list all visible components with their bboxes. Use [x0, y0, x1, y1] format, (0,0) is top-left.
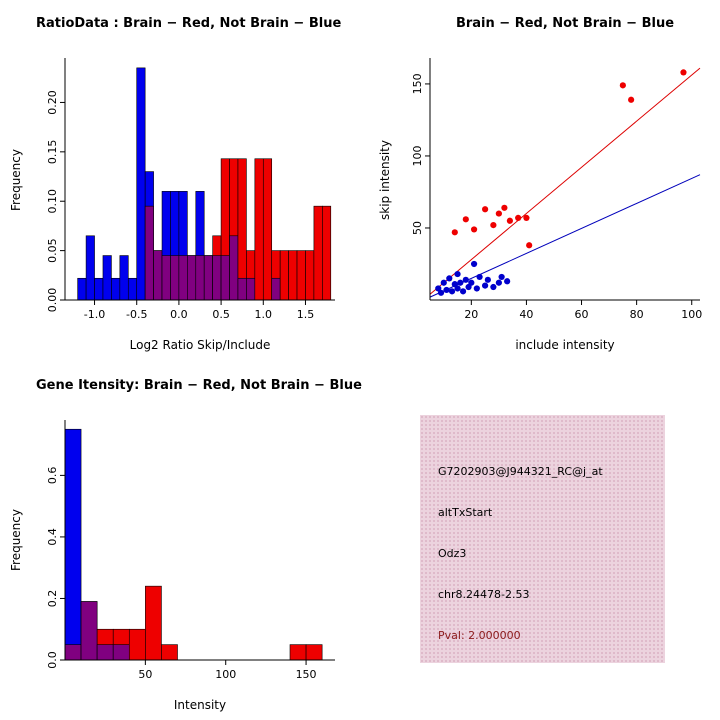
svg-text:60: 60	[575, 308, 589, 321]
svg-text:-1.0: -1.0	[84, 308, 105, 321]
svg-text:0.0: 0.0	[46, 651, 59, 669]
svg-text:0.0: 0.0	[170, 308, 188, 321]
svg-text:1.5: 1.5	[297, 308, 315, 321]
locus-text: chr8.24478-2.53	[438, 588, 530, 601]
svg-text:150: 150	[296, 668, 317, 681]
svg-text:0.20: 0.20	[46, 90, 59, 115]
svg-text:0.6: 0.6	[46, 467, 59, 485]
ratio-histogram-xlabel: Log2 Ratio Skip/Include	[129, 338, 271, 352]
svg-text:0.5: 0.5	[212, 308, 230, 321]
panel-intensity-scatter: Brain − Red, Not Brain − Blue 20 40 60 80 10…	[360, 0, 720, 360]
ratio-histogram-ylabel: Frequency	[9, 149, 23, 211]
panel-ratio-histogram: RatioData : Brain − Red, Not Brain − Blu…	[0, 0, 360, 360]
pval-text: Pval: 2.000000	[438, 629, 521, 642]
svg-text:50: 50	[411, 221, 424, 235]
ratio-histogram-title: RatioData : Brain − Red, Not Brain − Blu…	[36, 16, 342, 31]
scatter-title: Brain − Red, Not Brain − Blue	[455, 16, 675, 31]
panel-gene-intensity-histogram: Gene Itensity: Brain − Red, Not Brain − …	[0, 360, 362, 720]
svg-text:0.00: 0.00	[46, 288, 59, 313]
svg-text:50: 50	[138, 668, 152, 681]
svg-text:0.10: 0.10	[46, 189, 59, 214]
svg-text:20: 20	[464, 308, 478, 321]
gene-histogram-ylabel: Frequency	[9, 509, 23, 571]
svg-text:0.4: 0.4	[46, 528, 59, 546]
svg-text:1.0: 1.0	[255, 308, 273, 321]
svg-text:40: 40	[519, 308, 533, 321]
svg-text:0.15: 0.15	[46, 140, 59, 165]
intensity-scatter-plot: 20 40 60 80 100 50 100 150	[411, 58, 702, 321]
svg-text:100: 100	[215, 668, 236, 681]
svg-text:100: 100	[681, 308, 702, 321]
svg-text:80: 80	[630, 308, 644, 321]
gene-intensity-histogram-plot: 50 100 150 0.0 0.2 0.4 0.6	[46, 420, 335, 681]
scatter-xlabel: include intensity	[515, 338, 615, 352]
gene-histogram-xlabel: Intensity	[173, 698, 227, 712]
svg-text:100: 100	[411, 145, 424, 166]
svg-text:0.05: 0.05	[46, 238, 59, 263]
ratio-histogram-plot: -1.0 -0.5 0.0 0.5 1.0 1.5 0.00 0.05 0.10 0.15 0.20	[46, 58, 335, 321]
svg-text:0.2: 0.2	[46, 590, 59, 608]
gene-histogram-title: Gene Itensity: Brain − Red, Not Brain − …	[36, 378, 362, 393]
probe-id-text: G7202903@J944321_RC@j_at	[438, 465, 603, 478]
svg-text:150: 150	[411, 73, 424, 94]
info-panel: G7202903@J944321_RC@j_at altTxStart Odz3…	[420, 415, 665, 663]
svg-text:-0.5: -0.5	[126, 308, 147, 321]
scatter-ylabel: skip intensity	[378, 140, 392, 220]
gene-name-text: Odz3	[438, 547, 467, 560]
event-type-text: altTxStart	[438, 506, 493, 519]
